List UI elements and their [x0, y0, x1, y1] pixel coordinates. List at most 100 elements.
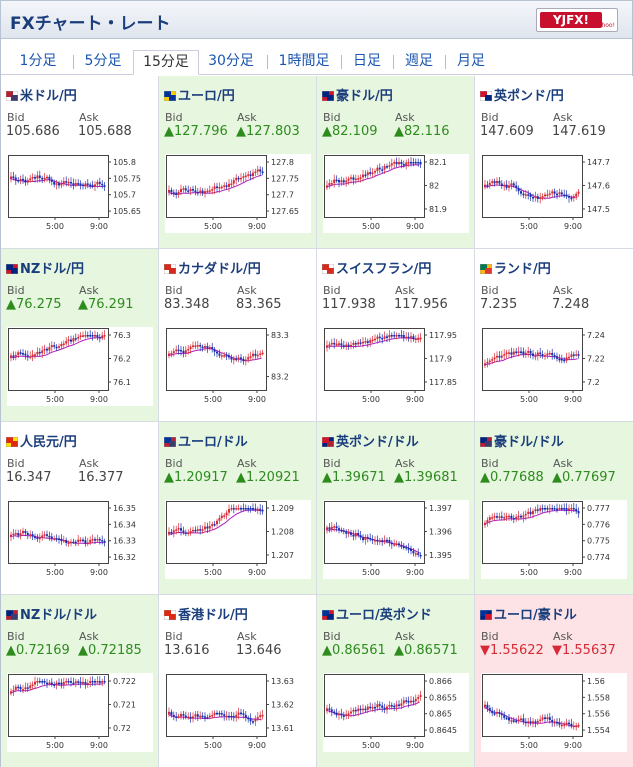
mini-candle-chart[interactable]: 147.7 147.6 147.5 5:00 9:00 [481, 154, 627, 233]
rate-cell[interactable]: NZドル/円 Bid Ask ▲76.275 ▲76.291 76.3 76.2 7… [1, 249, 159, 422]
x-tick-label: 9:00 [90, 741, 108, 750]
pair-link[interactable]: ユーロ/円 [164, 85, 235, 104]
candle-body [194, 190, 197, 193]
pair-link[interactable]: スイスフラン/円 [322, 258, 431, 277]
mini-candle-chart[interactable]: 83.3 83.2 5:00 9:00 [165, 327, 311, 406]
mini-candle-chart[interactable]: 0.722 0.721 0.72 5:00 9:00 [7, 673, 153, 752]
candle-body [172, 351, 175, 354]
mini-candle-chart[interactable]: 117.95 117.9 117.85 5:00 9:00 [323, 327, 469, 406]
mini-candle-chart[interactable]: 1.56 1.558 1.556 1.554 5:00 9:00 [481, 673, 627, 752]
candle-body [366, 172, 369, 176]
rate-cell[interactable]: ユーロ/豪ドル Bid Ask ▼1.55622 ▼1.55637 1.56 1.… [475, 595, 633, 767]
rate-cell[interactable]: 人民元/円 Bid Ask 16.347 16.377 16.35 16.34 16… [1, 422, 159, 595]
tab-1min[interactable]: 1分足 [19, 53, 57, 69]
pair-link[interactable]: NZドル/ドル [6, 604, 97, 623]
pair-link[interactable]: 米ドル/円 [6, 85, 77, 104]
pair-link[interactable]: ユーロ/ドル [164, 431, 248, 450]
rate-cell[interactable]: 香港ドル/円 Bid Ask 13.616 13.646 13.63 13.62 1… [159, 595, 317, 767]
pair-link[interactable]: カナダドル/円 [164, 258, 261, 277]
candle-body [206, 526, 209, 529]
candle-body [541, 354, 544, 356]
logo-text: YJFX! [540, 12, 602, 28]
tab-15min[interactable]: 15分足 [133, 50, 199, 75]
rate-cell[interactable]: ユーロ/円 Bid Ask ▲127.796 ▲127.803 127.8 127… [159, 76, 317, 249]
rate-cell[interactable]: ランド/円 Bid Ask 7.235 7.248 7.24 7.22 7.2 5:0… [475, 249, 633, 422]
candle-body [517, 719, 520, 721]
candle-body [515, 516, 518, 519]
y-tick-label: 105.7 [113, 191, 136, 200]
rate-cell[interactable]: スイスフラン/円 Bid Ask 117.938 117.956 117.95 1… [317, 249, 475, 422]
tab-monthly[interactable]: 月足 [457, 53, 485, 69]
pair-link[interactable]: 英ポンド/円 [480, 85, 564, 104]
pair-link[interactable]: ランド/円 [480, 258, 551, 277]
mini-candle-chart[interactable]: 16.35 16.34 16.33 16.32 5:00 9:00 [7, 500, 153, 579]
candle-body [242, 176, 245, 178]
mini-candle-chart[interactable]: 7.24 7.22 7.2 5:00 9:00 [481, 327, 627, 406]
timeframe-tabs: 1分足 5分足 15分足 30分足 1時間足 日足 週足 月足 [1, 39, 632, 75]
y-tick-label: 76.3 [113, 331, 131, 340]
rate-cell[interactable]: 英ポンド/ドル Bid Ask ▲1.39671 ▲1.39681 1.397 1… [317, 422, 475, 595]
mini-candle-chart[interactable]: 0.866 0.8655 0.865 0.8645 5:00 9:00 [323, 673, 469, 752]
pair-link[interactable]: ユーロ/豪ドル [480, 604, 577, 623]
candle-body [79, 335, 82, 337]
rate-cell[interactable]: カナダドル/円 Bid Ask 83.348 83.365 83.3 83.2 5:… [159, 249, 317, 422]
tab-1hour[interactable]: 1時間足 [278, 53, 330, 69]
candle-body [259, 353, 262, 355]
tab-30min[interactable]: 30分足 [208, 53, 254, 69]
candle-body [172, 714, 175, 717]
pair-link[interactable]: 豪ドル/円 [322, 85, 393, 104]
candle-body [326, 185, 328, 188]
mini-candle-chart[interactable]: 0.777 0.776 0.775 0.774 5:00 9:00 [481, 500, 627, 579]
candle-body [515, 351, 518, 354]
rate-cell[interactable]: 豪ドル/ドル Bid Ask ▲0.77688 ▲0.77697 0.777 0.… [475, 422, 633, 595]
y-tick-label: 83.3 [271, 331, 289, 340]
candle-body [65, 540, 68, 544]
mini-candle-chart[interactable]: 82.1 82 81.9 5:00 9:00 [323, 154, 469, 233]
candle-body [98, 681, 101, 683]
candle-body [570, 354, 573, 357]
tab-daily[interactable]: 日足 [353, 53, 381, 69]
candle-body [548, 717, 551, 721]
rate-cell[interactable]: ユーロ/英ポンド Bid Ask ▲0.86561 ▲0.86571 0.866… [317, 595, 475, 767]
y-tick-label: 127.65 [271, 207, 299, 216]
yjfx-logo[interactable]: YJFX! Yahoo! [536, 8, 618, 32]
y-tick-label: 82.1 [429, 158, 447, 167]
rate-cell[interactable]: ユーロ/ドル Bid Ask ▲1.20917 ▲1.20921 1.209 1.… [159, 422, 317, 595]
candle-body [359, 708, 362, 711]
mini-candle-chart[interactable]: 76.3 76.2 76.1 5:00 9:00 [7, 327, 153, 406]
tab-5min[interactable]: 5分足 [84, 53, 122, 69]
candle-body [53, 345, 56, 347]
rate-cell[interactable]: 米ドル/円 Bid Ask 105.686 105.688 105.8 105.7… [1, 76, 159, 249]
pair-link[interactable]: 香港ドル/円 [164, 604, 248, 623]
candle-body [510, 720, 513, 722]
mini-candle-chart[interactable]: 1.209 1.208 1.207 5:00 9:00 [165, 500, 311, 579]
rate-cell[interactable]: 豪ドル/円 Bid Ask ▲82.109 ▲82.116 82.1 82 81.9… [317, 76, 475, 249]
rate-cell[interactable]: 英ポンド/円 Bid Ask 147.609 147.619 147.7 147.… [475, 76, 633, 249]
pair-link[interactable]: NZドル/円 [6, 258, 84, 277]
x-tick-label: 9:00 [564, 741, 582, 750]
x-tick-label: 9:00 [406, 741, 424, 750]
candle-body [517, 515, 520, 518]
pair-link[interactable]: ユーロ/英ポンド [322, 604, 432, 623]
candle-body [405, 546, 408, 549]
bid-value: ▲1.20917 [164, 470, 228, 485]
mini-candle-chart[interactable]: 1.397 1.396 1.395 5:00 9:00 [323, 500, 469, 579]
mini-candle-chart[interactable]: 13.63 13.62 13.61 5:00 9:00 [165, 673, 311, 752]
mini-candle-chart[interactable]: 105.8 105.75 105.7 105.65 5:00 9:00 [7, 154, 153, 233]
candle-body [410, 162, 412, 164]
pair-link[interactable]: 英ポンド/ドル [322, 431, 419, 450]
rate-cell[interactable]: NZドル/ドル Bid Ask ▲0.72169 ▲0.72185 0.722 0… [1, 595, 159, 767]
mini-candle-chart[interactable]: 127.8 127.75 127.7 127.65 5:00 9:00 [165, 154, 311, 233]
candle-body [180, 714, 182, 717]
pair-link[interactable]: 豪ドル/ドル [480, 431, 564, 450]
pair-link[interactable]: 人民元/円 [6, 431, 77, 450]
candle-body [218, 518, 221, 521]
candle-body [22, 178, 24, 181]
candle-body [539, 719, 542, 722]
bid-value: 13.616 [164, 643, 210, 658]
y-tick-label: 117.85 [429, 378, 457, 387]
candle-body [565, 508, 568, 511]
tab-weekly[interactable]: 週足 [405, 53, 433, 69]
candle-body [340, 343, 343, 346]
candle-body [96, 538, 99, 541]
